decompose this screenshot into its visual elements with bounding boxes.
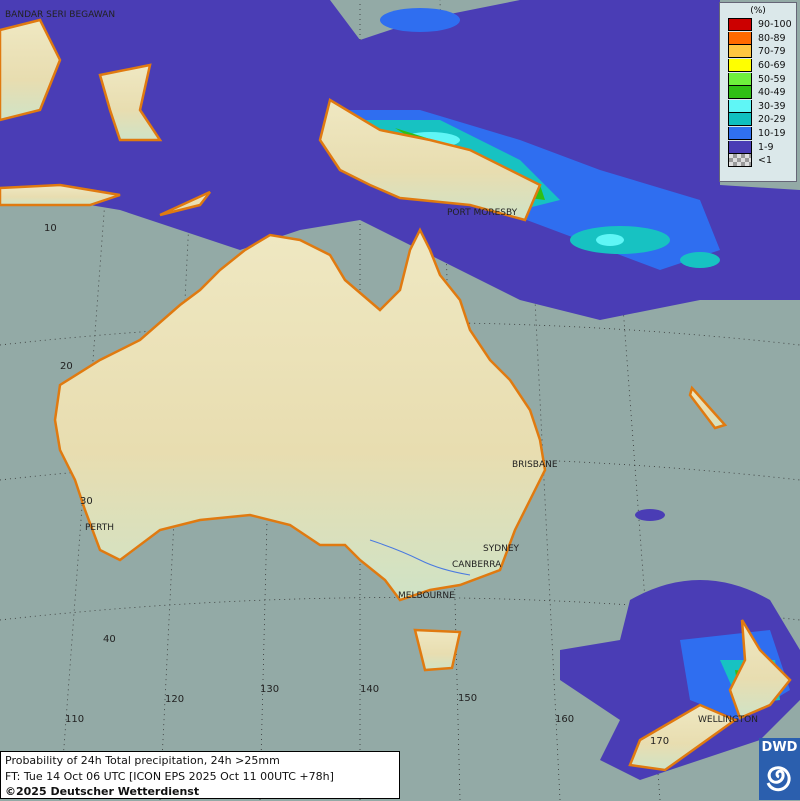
lon-label: 110: [65, 714, 84, 725]
legend-label: 30-39: [758, 100, 786, 112]
grid-labels: 10 20 30 40 110 120 130 140 150 160 170: [44, 223, 669, 747]
copyright: ©2025 Deutscher Wetterdienst: [5, 785, 200, 798]
sunda-islands: [0, 183, 121, 207]
borneo-fragment: [0, 18, 62, 122]
city-label: BRISBANE: [512, 460, 558, 470]
lat-label: 10: [44, 223, 57, 234]
spiral-icon: [766, 766, 791, 792]
legend-label: 1-9: [758, 141, 774, 153]
legend-item: 90-100: [728, 18, 796, 32]
murray-river: [369, 539, 471, 576]
legend-item: 10-19: [728, 127, 796, 141]
tasmania: [413, 628, 462, 672]
caption-box: Probability of 24h Total precipitation, …: [0, 751, 400, 799]
legend-swatch: [728, 140, 752, 154]
legend-label: 70-79: [758, 46, 786, 58]
legend-swatch: [728, 45, 752, 59]
legend-swatch: [728, 18, 752, 32]
legend-label: <1: [758, 155, 773, 167]
new-guinea: [318, 98, 542, 222]
legend-item: 50-59: [728, 72, 796, 86]
city-label: CANBERRA: [452, 560, 502, 570]
city-label: PERTH: [85, 523, 114, 533]
lat-label: 30: [80, 496, 93, 507]
legend-label: 50-59: [758, 73, 786, 85]
city-labels: BANDAR SERI BEGAWAN PORT MORESBY BRISBAN…: [5, 10, 758, 725]
legend-item: 80-89: [728, 31, 796, 46]
legend-swatch: [728, 31, 752, 45]
nz-south: [628, 703, 738, 772]
city-label: BANDAR SERI BEGAWAN: [5, 10, 115, 20]
legend-title: (%): [750, 6, 766, 16]
new-caledonia: [688, 385, 728, 430]
legend-label: 80-89: [758, 32, 786, 44]
product-title: Probability of 24h Total precipitation, …: [5, 754, 280, 767]
legend-swatch: [728, 113, 752, 127]
legend-swatch: [728, 99, 752, 113]
dwd-logo: DWD: [759, 738, 800, 800]
city-label: MELBOURNE: [398, 591, 455, 601]
legend-label: 90-100: [758, 19, 792, 31]
legend-item: 30-39: [728, 99, 796, 114]
lon-label: 130: [260, 684, 279, 695]
australia: [53, 227, 547, 602]
legend-swatch: [728, 72, 752, 86]
legend-label: 40-49: [758, 87, 786, 99]
lon-label: 120: [165, 694, 184, 705]
legend-item: 70-79: [728, 45, 796, 59]
legend-swatch: [728, 127, 752, 141]
timor: [159, 190, 211, 217]
legend: (%) 90-100 80-89 70-79 60-69 50-59 40-49 30-39…: [719, 2, 797, 182]
legend-item: <1: [728, 154, 796, 168]
legend-label: 10-19: [758, 128, 786, 140]
forecast-time: FT: Tue 14 Oct 06 UTC [ICON EPS 2025 Oct…: [5, 769, 334, 783]
legend-item: 20-29: [728, 113, 796, 127]
lon-label: 150: [458, 693, 477, 704]
sulawesi: [98, 63, 163, 142]
legend-item: 60-69: [728, 59, 796, 73]
legend-item: 1-9: [728, 140, 796, 154]
landmasses: [0, 18, 792, 772]
legend-swatch: [728, 86, 752, 100]
legend-label: 60-69: [758, 60, 786, 72]
city-label: PORT MORESBY: [447, 208, 518, 218]
lon-label: 170: [650, 736, 669, 747]
lon-label: 140: [360, 684, 379, 695]
lat-label: 40: [103, 634, 116, 645]
lon-label: 160: [555, 714, 574, 725]
legend-item: 40-49: [728, 86, 796, 100]
city-label: WELLINGTON: [698, 715, 758, 725]
logo-text: DWD: [761, 740, 798, 755]
city-label: SYDNEY: [483, 544, 520, 554]
lat-label: 20: [60, 361, 73, 372]
legend-label: 20-29: [758, 114, 786, 126]
legend-swatch: [728, 154, 752, 168]
legend-swatch: [728, 59, 752, 73]
nz-north: [728, 619, 792, 720]
